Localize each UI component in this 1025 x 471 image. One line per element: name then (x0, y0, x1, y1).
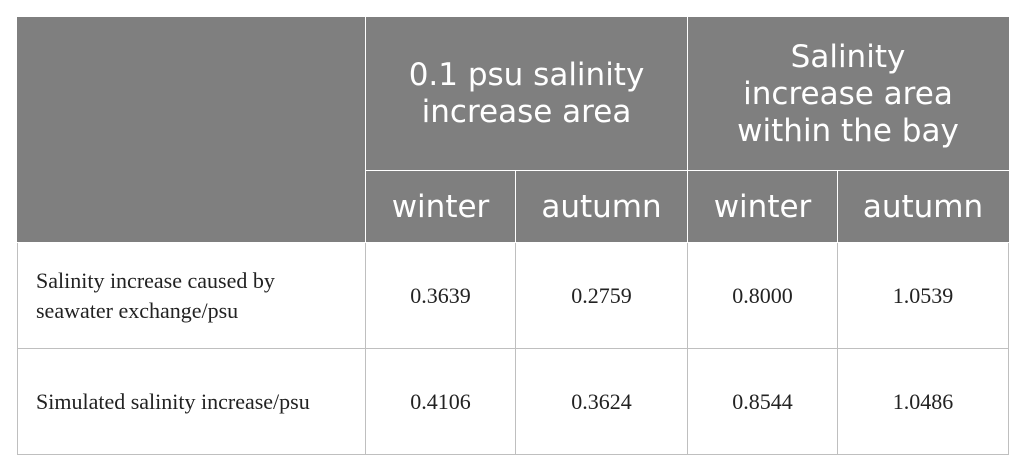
value-cell: 1.0486 (837, 348, 1009, 455)
row-label: Simulated salinity increase/psu (36, 388, 310, 414)
corner-cell (17, 17, 366, 243)
sub-header: winter (687, 170, 838, 243)
group-title: Salinity increase area within the bay (737, 38, 959, 149)
table-row: Salinity increase caused by seawater exc… (17, 242, 1009, 349)
sub-header: autumn (515, 170, 688, 243)
group-title: 0.1 psu salinity increase area (408, 57, 645, 130)
value-cell: 0.8000 (687, 242, 838, 349)
table-body: Salinity increase caused by seawater exc… (17, 242, 1009, 455)
table-row: Simulated salinity increase/psu 0.4106 0.3… (17, 348, 1009, 455)
value-cell: 0.3624 (515, 348, 688, 455)
sub-header: winter (365, 170, 516, 243)
value-cell: 0.3639 (365, 242, 516, 349)
row-label: Salinity increase caused by seawater exc… (36, 267, 275, 323)
sub-header: autumn (837, 170, 1009, 243)
value-cell: 0.2759 (515, 242, 688, 349)
group-header: Salinity increase area within the bay (687, 17, 1009, 171)
group-header: 0.1 psu salinity increase area (365, 17, 688, 171)
row-label-cell: Simulated salinity increase/psu (17, 348, 366, 455)
data-table: 0.1 psu salinity increase area Salinity … (17, 17, 1009, 455)
row-label-cell: Salinity increase caused by seawater exc… (17, 242, 366, 349)
value-cell: 1.0539 (837, 242, 1009, 349)
value-cell: 0.8544 (687, 348, 838, 455)
value-cell: 0.4106 (365, 348, 516, 455)
